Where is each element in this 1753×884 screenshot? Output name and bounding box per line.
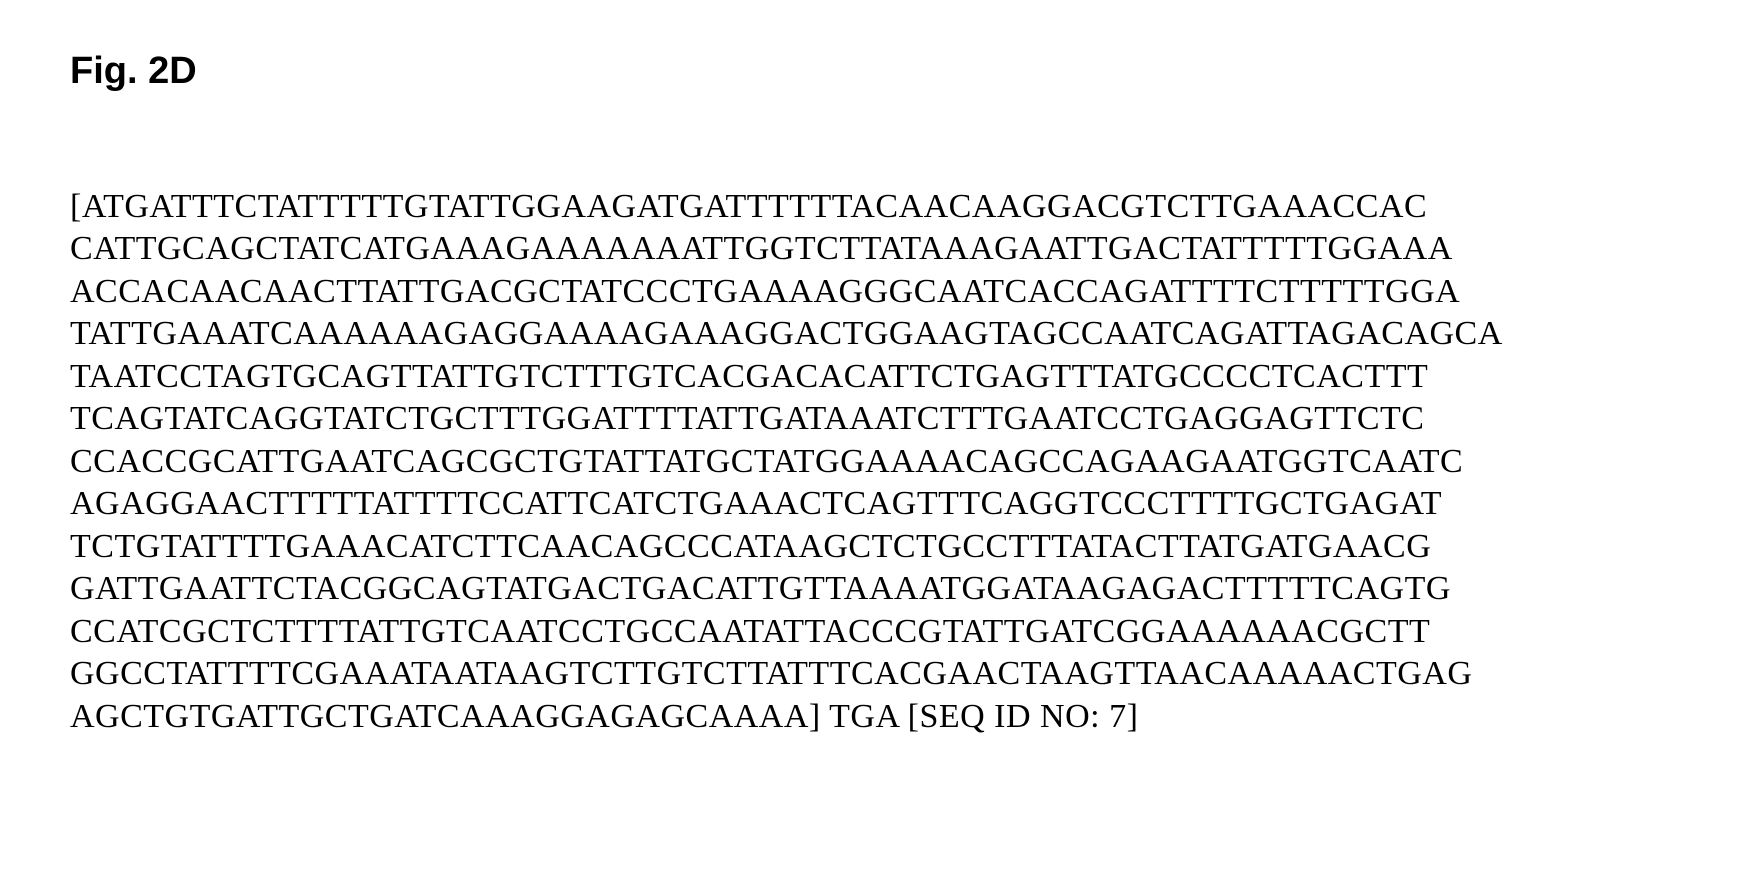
sequence-line: [ATGATTTCTATTTTTGTATTGGAAGATGATTTTTTACAA… — [70, 188, 1427, 225]
sequence-line: TCAGTATCAGGTATCTGCTTTGGATTTTATTGATAAATCT… — [70, 400, 1424, 437]
sequence-line: AGCTGTGATTGCTGATCAAAGGAGAGCAAAA] TGA [SE… — [70, 698, 1138, 735]
figure-title: Fig. 2D — [70, 50, 1683, 93]
sequence-line: ACCACAACAACTTATTGACGCTATCCCTGAAAAGGGCAAT… — [70, 273, 1460, 310]
sequence-line: AGAGGAACTTTTTATTTTCCATTCATCTGAAACTCAGTTT… — [70, 485, 1442, 522]
sequence-line: CCACCGCATTGAATCAGCGCTGTATTATGCTATGGAAAAC… — [70, 443, 1463, 480]
sequence-line: GGCCTATTTTCGAAATAATAAGTCTTGTCTTATTTCACGA… — [70, 655, 1472, 692]
sequence-block: [ATGATTTCTATTTTTGTATTGGAAGATGATTTTTTACAA… — [70, 143, 1683, 738]
sequence-line: GATTGAATTCTACGGCAGTATGACTGACATTGTTAAAATG… — [70, 570, 1451, 607]
sequence-line: TATTGAAATCAAAAAAGAGGAAAAGAAAGGACTGGAAGTA… — [70, 315, 1503, 352]
sequence-line: CATTGCAGCTATCATGAAAGAAAAAAATTGGTCTTATAAA… — [70, 230, 1453, 267]
sequence-line: TAATCCTAGTGCAGTTATTGTCTTTGTCACGACACATTCT… — [70, 358, 1428, 395]
sequence-line: TCTGTATTTTGAAACATCTTCAACAGCCCATAAGCTCTGC… — [70, 528, 1431, 565]
sequence-line: CCATCGCTCTTTTATTGTCAATCCTGCCAATATTACCCGT… — [70, 613, 1430, 650]
